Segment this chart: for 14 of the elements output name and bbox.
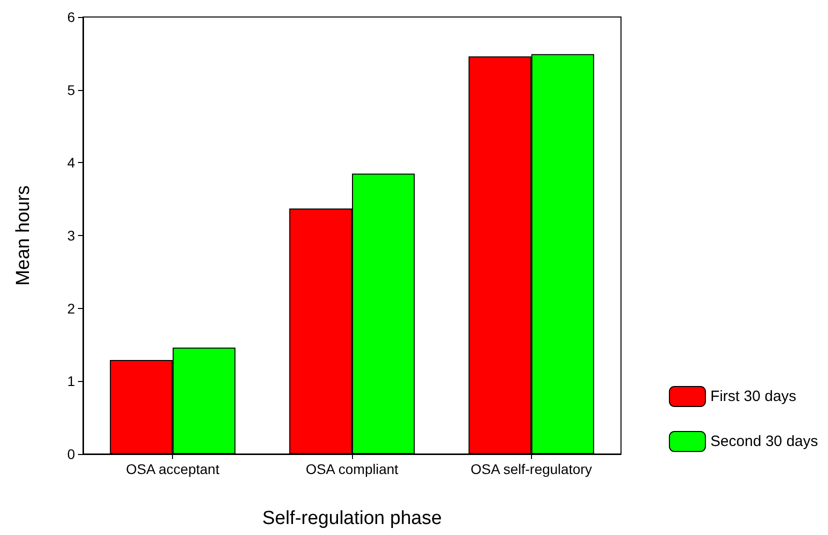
y-tick-label: 4 [67, 154, 76, 171]
y-tick-label: 1 [67, 373, 76, 390]
y-tick-label: 0 [67, 446, 76, 462]
y-tick-label: 2 [67, 300, 76, 316]
y-axis-title: Mean hours [13, 185, 34, 286]
x-tick-label: OSA compliant [306, 461, 398, 477]
y-tick-label: 6 [67, 9, 76, 25]
legend-label: Second 30 days [710, 433, 818, 450]
y-tick-label: 3 [67, 228, 76, 244]
legend-label: First 30 days [710, 388, 796, 405]
x-axis-title: Self-regulation phase [262, 508, 442, 529]
y-tick-label: 5 [67, 82, 76, 98]
x-tick-label: OSA self-regulatory [470, 461, 592, 477]
x-tick-label: OSA acceptant [126, 461, 220, 477]
